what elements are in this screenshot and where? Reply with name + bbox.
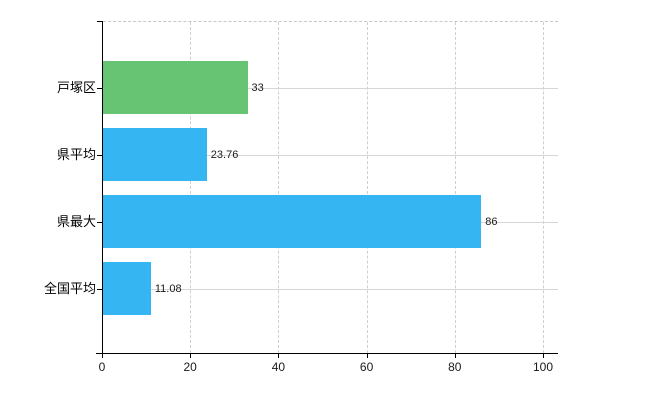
x-tick-label: 0: [98, 360, 106, 374]
value-label: 33: [251, 82, 264, 94]
horizontal-gridline: [102, 289, 558, 290]
x-axis-tick: [543, 353, 544, 358]
x-tick-label: 80: [448, 360, 462, 374]
value-label: 11.08: [154, 283, 182, 295]
chart-bar: [103, 262, 151, 315]
y-axis-tick: [97, 155, 102, 156]
x-axis-tick: [454, 353, 456, 358]
value-label: 23.76: [210, 149, 239, 161]
x-tick-label: 100: [532, 360, 554, 374]
y-axis-tick: [97, 21, 102, 22]
plot-top-dashed-border: [103, 21, 558, 22]
vertical-gridline: [543, 22, 544, 353]
vertical-gridline: [454, 22, 456, 353]
chart-bar: [103, 61, 248, 114]
y-axis-tick: [97, 222, 102, 223]
x-tick-label: 60: [359, 360, 374, 374]
y-axis-tick: [97, 88, 102, 89]
vertical-gridline: [278, 22, 280, 353]
vertical-gridline: [366, 22, 368, 353]
category-label: 県最大: [56, 214, 96, 229]
x-axis-tick: [190, 353, 192, 358]
chart-bar: [103, 195, 481, 248]
x-axis-tick: [102, 353, 103, 358]
x-axis-tick: [366, 353, 368, 358]
category-label: 戸塚区: [56, 80, 96, 95]
category-label: 全国平均: [43, 281, 96, 296]
x-axis-line: [96, 353, 558, 354]
y-axis-line: [102, 21, 103, 353]
x-axis-tick: [278, 353, 280, 358]
x-tick-label: 40: [271, 360, 286, 374]
vertical-gridline: [190, 22, 192, 353]
category-label: 県平均: [56, 147, 96, 162]
value-label: 86: [485, 216, 498, 228]
horizontal-gridline: [102, 155, 558, 156]
x-tick-label: 20: [183, 360, 197, 374]
chart-bar: [103, 128, 207, 181]
y-axis-tick: [97, 289, 102, 290]
horizontal-gridline: [102, 88, 558, 89]
